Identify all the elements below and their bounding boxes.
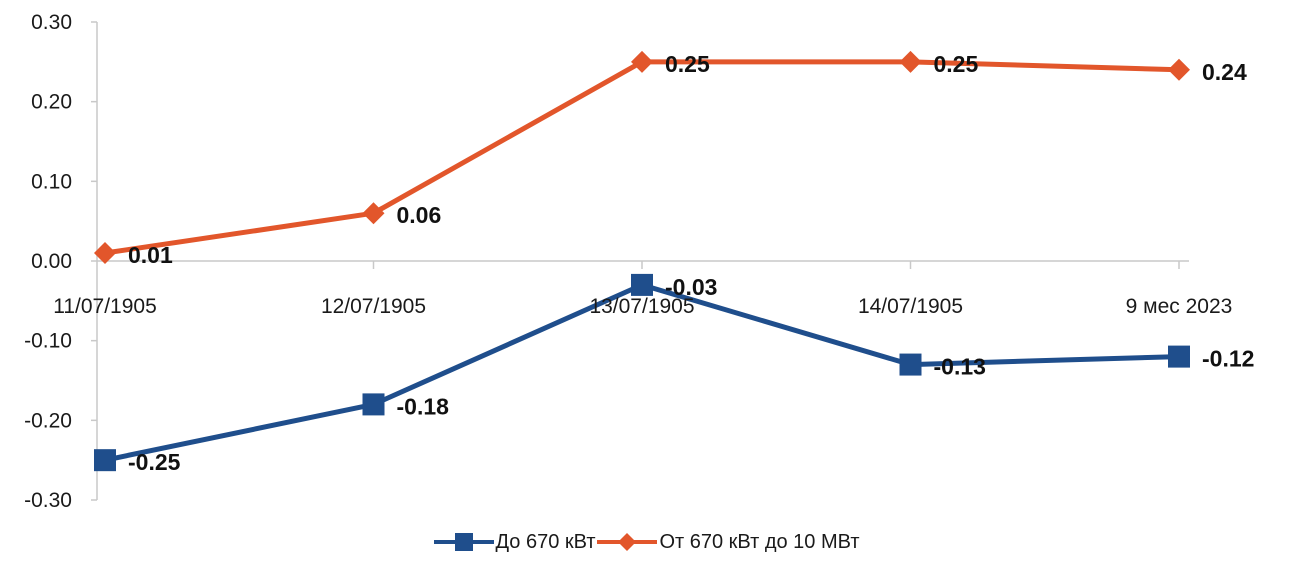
legend-swatch-series-1 bbox=[433, 533, 494, 551]
chart-legend: До 670 кВт От 670 кВт до 10 МВт bbox=[0, 530, 1291, 554]
y-tick-label: 0.10 bbox=[31, 170, 72, 193]
legend-item-series-2: От 670 кВт до 10 МВт bbox=[595, 530, 859, 554]
y-tick-label: 0.30 bbox=[31, 11, 72, 34]
x-tick-label: 11/07/1905 bbox=[53, 295, 157, 318]
series-2-point bbox=[899, 50, 922, 73]
y-tick-label: -0.30 bbox=[24, 489, 72, 512]
x-tick-label: 9 мес 2023 bbox=[1126, 295, 1233, 318]
y-tick-label: 0.00 bbox=[31, 250, 72, 273]
legend-label-series-1: До 670 кВт bbox=[495, 530, 596, 553]
y-tick-label: -0.10 bbox=[24, 330, 72, 353]
series-2-point bbox=[362, 202, 385, 225]
data-label: -0.18 bbox=[397, 393, 450, 419]
y-tick-label: -0.20 bbox=[24, 409, 72, 432]
data-label: 0.25 bbox=[934, 51, 979, 77]
line-chart: 0.30 0.20 0.10 0.00 -0.10 -0.20 -0.30 11/07/190… bbox=[24, 11, 1254, 512]
y-tick-label: 0.20 bbox=[31, 91, 72, 114]
data-label: 0.25 bbox=[665, 51, 710, 77]
x-tick-label: 13/07/1905 bbox=[589, 295, 694, 318]
x-tick-label: 12/07/1905 bbox=[321, 295, 426, 318]
data-label: 0.24 bbox=[1202, 59, 1247, 85]
series-1-point bbox=[94, 449, 116, 472]
legend-item-series-1: До 670 кВт bbox=[432, 530, 596, 554]
data-label: -0.03 bbox=[665, 274, 717, 300]
series-2-point bbox=[631, 50, 653, 73]
data-label: -0.25 bbox=[128, 449, 181, 475]
data-label: 0.01 bbox=[128, 242, 173, 268]
series-1-point bbox=[362, 393, 385, 416]
data-label: -0.13 bbox=[934, 354, 986, 380]
series-2-point bbox=[94, 242, 116, 265]
legend-swatch-series-2 bbox=[597, 533, 658, 551]
data-label: 0.06 bbox=[397, 202, 442, 228]
data-label: -0.12 bbox=[1202, 346, 1254, 372]
x-tick-label: 14/07/1905 bbox=[858, 295, 963, 318]
series-2-point bbox=[1168, 58, 1190, 81]
legend-label-series-2: От 670 кВт до 10 МВт bbox=[659, 530, 860, 553]
series-1-point bbox=[631, 273, 653, 296]
series-1-point bbox=[1168, 345, 1190, 368]
series-line-2 bbox=[104, 59, 1180, 256]
series-1-point bbox=[899, 353, 922, 376]
